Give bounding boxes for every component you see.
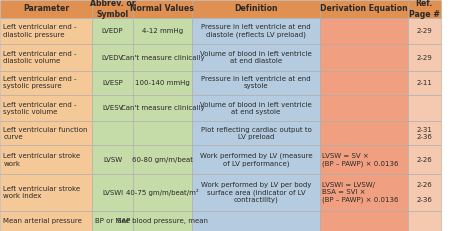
Text: LVEDV: LVEDV xyxy=(101,55,124,61)
Text: LVSW = SV ×
(BP – PAWP) × 0.0136: LVSW = SV × (BP – PAWP) × 0.0136 xyxy=(322,153,398,167)
Bar xyxy=(0,95,92,122)
Text: 2-26: 2-26 xyxy=(416,157,432,163)
Text: Volume of blood in left ventricle
at end systole: Volume of blood in left ventricle at end… xyxy=(200,101,312,115)
Bar xyxy=(320,44,408,71)
Text: Left ventricular end -
systolic volume: Left ventricular end - systolic volume xyxy=(3,101,77,115)
Bar xyxy=(133,211,192,231)
Bar xyxy=(133,95,192,122)
Text: Parameter: Parameter xyxy=(23,4,69,13)
Bar xyxy=(133,18,192,44)
Text: Normal Values: Normal Values xyxy=(130,4,194,13)
Bar xyxy=(320,146,408,174)
Bar xyxy=(408,95,441,122)
Text: Work performed by LV (measure
of LV performance): Work performed by LV (measure of LV perf… xyxy=(200,153,312,167)
Text: Plot reflecting cardiac output to
LV preload: Plot reflecting cardiac output to LV pre… xyxy=(201,127,311,140)
Text: 100-140 mmHg: 100-140 mmHg xyxy=(135,80,190,86)
Text: Derivation Equation: Derivation Equation xyxy=(320,4,408,13)
Bar xyxy=(192,146,320,174)
Bar xyxy=(408,146,441,174)
Bar xyxy=(408,44,441,71)
Text: 60-80 gm/m/beat: 60-80 gm/m/beat xyxy=(132,157,193,163)
Bar xyxy=(192,71,320,95)
Bar xyxy=(92,71,133,95)
Bar xyxy=(192,18,320,44)
Bar xyxy=(133,122,192,146)
Bar xyxy=(408,18,441,44)
Bar xyxy=(320,122,408,146)
Bar xyxy=(192,0,320,18)
Text: LVSWI = LVSW/
BSA = SVI ×
(BP – PAWP) × 0.0136: LVSWI = LVSW/ BSA = SVI × (BP – PAWP) × … xyxy=(322,182,398,203)
Bar xyxy=(133,0,192,18)
Bar xyxy=(408,71,441,95)
Bar xyxy=(92,18,133,44)
Bar xyxy=(133,174,192,211)
Text: LVESV: LVESV xyxy=(102,105,123,111)
Bar xyxy=(92,95,133,122)
Text: Abbrev. or
Symbol: Abbrev. or Symbol xyxy=(90,0,136,18)
Text: Left ventricular end -
systolic pressure: Left ventricular end - systolic pressure xyxy=(3,76,77,89)
Bar xyxy=(0,174,92,211)
Text: LVSWI: LVSWI xyxy=(102,190,123,196)
Text: Volume of blood in left ventricle
at end diastole: Volume of blood in left ventricle at end… xyxy=(200,51,312,64)
Text: Left ventricular stroke
work index: Left ventricular stroke work index xyxy=(3,186,81,199)
Bar xyxy=(408,0,441,18)
Text: Definition: Definition xyxy=(234,4,278,13)
Bar xyxy=(133,44,192,71)
Text: 2-31
2-36: 2-31 2-36 xyxy=(416,127,432,140)
Text: 2-26

2-36: 2-26 2-36 xyxy=(416,182,432,203)
Bar xyxy=(133,146,192,174)
Bar xyxy=(192,211,320,231)
Bar xyxy=(133,71,192,95)
Bar xyxy=(408,174,441,211)
Bar xyxy=(92,211,133,231)
Bar xyxy=(0,211,92,231)
Bar xyxy=(192,95,320,122)
Text: 2-29: 2-29 xyxy=(416,28,432,34)
Bar xyxy=(0,18,92,44)
Bar xyxy=(320,211,408,231)
Text: Left ventricular end -
diastolic pressure: Left ventricular end - diastolic pressur… xyxy=(3,24,77,38)
Bar xyxy=(0,146,92,174)
Text: 2-11: 2-11 xyxy=(416,80,432,86)
Text: LVEDP: LVEDP xyxy=(102,28,123,34)
Bar xyxy=(192,174,320,211)
Bar xyxy=(0,71,92,95)
Bar xyxy=(192,44,320,71)
Bar xyxy=(408,122,441,146)
Bar xyxy=(192,122,320,146)
Bar xyxy=(320,174,408,211)
Bar xyxy=(92,0,133,18)
Bar xyxy=(0,0,92,18)
Text: Ref.
Page #: Ref. Page # xyxy=(409,0,440,18)
Text: Pressure in left ventricle at end
diastole (reflects LV preload): Pressure in left ventricle at end diasto… xyxy=(201,24,311,38)
Text: 4-12 mmHg: 4-12 mmHg xyxy=(142,28,183,34)
Bar xyxy=(320,18,408,44)
Text: Work performed by LV per body
surface area (indicator of LV
contractility): Work performed by LV per body surface ar… xyxy=(201,182,311,204)
Text: LVSW: LVSW xyxy=(103,157,122,163)
Text: Mean arterial pressure: Mean arterial pressure xyxy=(3,218,82,224)
Text: Left ventricular function
curve: Left ventricular function curve xyxy=(3,127,88,140)
Bar xyxy=(0,44,92,71)
Bar xyxy=(0,122,92,146)
Text: Left ventricular end -
diastolic volume: Left ventricular end - diastolic volume xyxy=(3,51,77,64)
Text: BP or MAP: BP or MAP xyxy=(95,218,130,224)
Bar xyxy=(92,122,133,146)
Text: Can't measure clinically: Can't measure clinically xyxy=(120,105,204,111)
Bar xyxy=(320,0,408,18)
Text: See blood pressure, mean: See blood pressure, mean xyxy=(117,218,208,224)
Text: Left ventricular stroke
work: Left ventricular stroke work xyxy=(3,153,81,167)
Bar xyxy=(92,44,133,71)
Bar xyxy=(92,146,133,174)
Text: Can't measure clinically: Can't measure clinically xyxy=(120,55,204,61)
Bar xyxy=(320,71,408,95)
Bar xyxy=(320,95,408,122)
Text: 2-29: 2-29 xyxy=(416,55,432,61)
Bar xyxy=(92,174,133,211)
Text: 40-75 gm/m/beat/m²: 40-75 gm/m/beat/m² xyxy=(126,189,199,196)
Text: Pressure in left ventricle at end
systole: Pressure in left ventricle at end systol… xyxy=(201,76,311,89)
Text: LVESP: LVESP xyxy=(102,80,123,86)
Bar xyxy=(408,211,441,231)
